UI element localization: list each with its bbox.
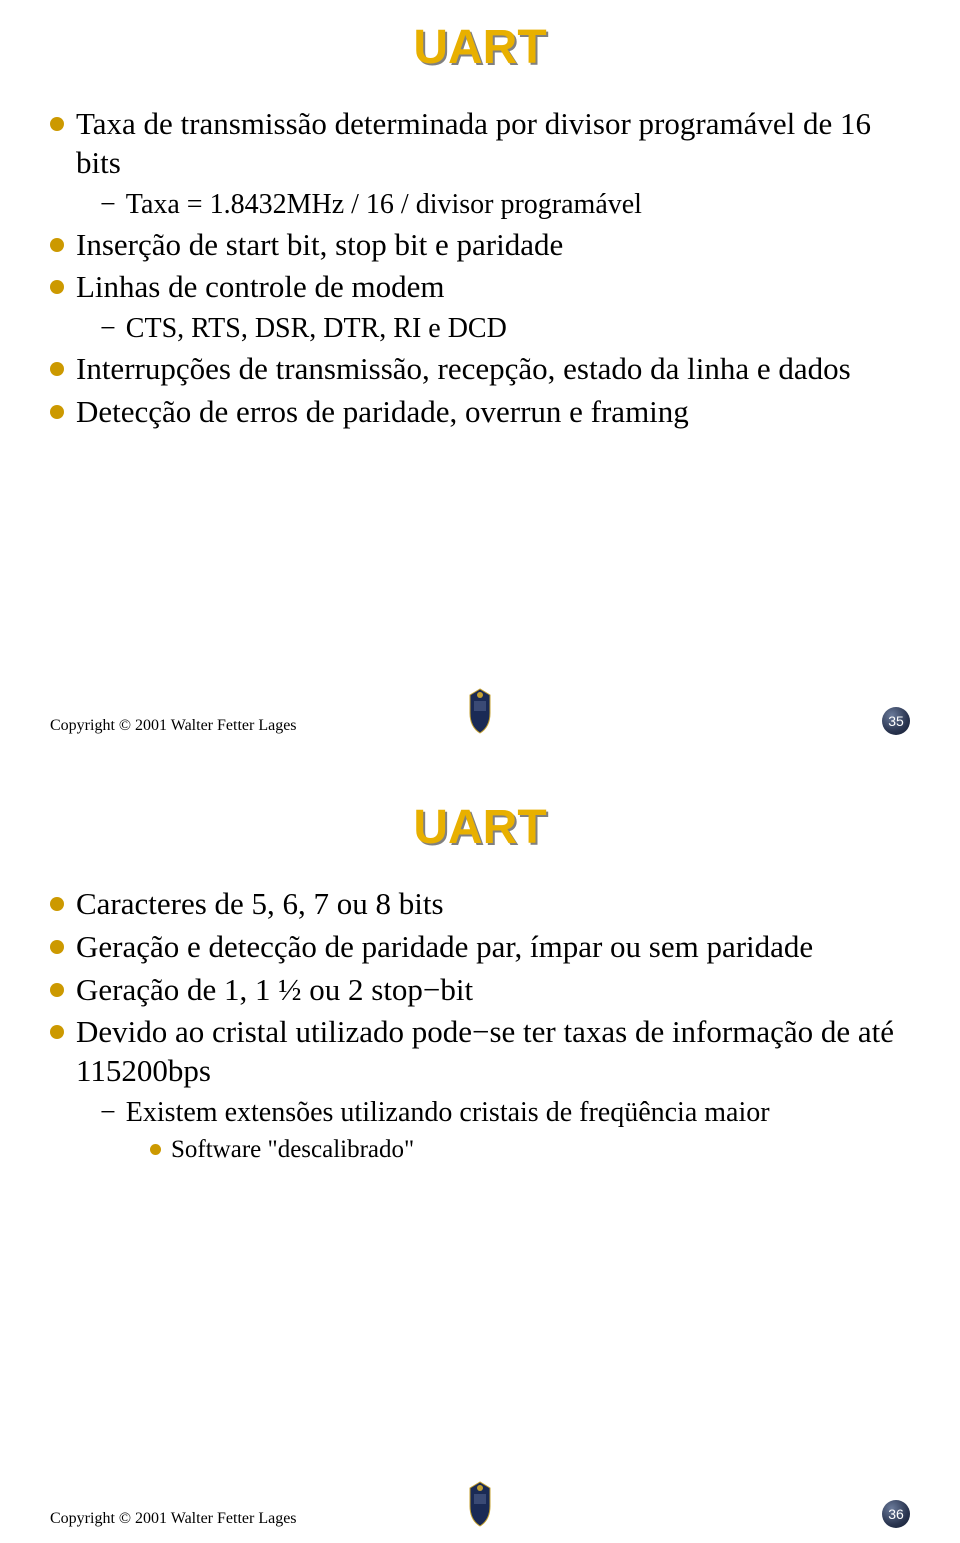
bullet-icon [50,280,64,294]
page-number: 35 [882,707,910,735]
dash-icon: − [100,187,116,222]
bullet-text: Software "descalibrado" [171,1134,910,1165]
bullet-text: Inserção de start bit, stop bit e parida… [76,226,910,265]
slide-content: Caracteres de 5, 6, 7 ou 8 bits Geração … [50,885,910,1165]
bullet-icon [50,983,64,997]
slide-title: UART UART [50,800,910,855]
bullet-text: Taxa = 1.8432MHz / 16 / divisor programá… [126,187,910,222]
slide-footer: Copyright © 2001 Walter Fetter Lages 35 [50,707,910,735]
list-item: Geração e detecção de paridade par, ímpa… [50,928,910,967]
crest-icon [460,687,500,735]
bullet-icon [150,1144,161,1155]
bullet-icon [50,1025,64,1039]
list-item: Devido ao cristal utilizado pode−se ter … [50,1013,910,1091]
bullet-icon [50,940,64,954]
list-item: Geração de 1, 1 ½ ou 2 stop−bit [50,971,910,1010]
list-item: −CTS, RTS, DSR, DTR, RI e DCD [100,311,910,346]
bullet-text: Linhas de controle de modem [76,268,910,307]
bullet-text: Geração de 1, 1 ½ ou 2 stop−bit [76,971,910,1010]
bullet-text: CTS, RTS, DSR, DTR, RI e DCD [126,311,910,346]
slide-footer: Copyright © 2001 Walter Fetter Lages 36 [50,1500,910,1528]
list-item: Software "descalibrado" [150,1134,910,1165]
bullet-text: Taxa de transmissão determinada por divi… [76,105,910,183]
list-item: Taxa de transmissão determinada por divi… [50,105,910,183]
bullet-text: Interrupções de transmissão, recepção, e… [76,350,910,389]
slide-content: Taxa de transmissão determinada por divi… [50,105,910,432]
title-text: UART [413,801,546,854]
slide-title: UART UART [50,20,910,75]
list-item: Inserção de start bit, stop bit e parida… [50,226,910,265]
list-item: Caracteres de 5, 6, 7 ou 8 bits [50,885,910,924]
bullet-icon [50,117,64,131]
dash-icon: − [100,1095,116,1130]
list-item: −Taxa = 1.8432MHz / 16 / divisor program… [100,187,910,222]
title-text: UART [413,21,546,74]
list-item: Detecção de erros de paridade, overrun e… [50,393,910,432]
bullet-text: Caracteres de 5, 6, 7 ou 8 bits [76,885,910,924]
bullet-icon [50,362,64,376]
page-badge: 35 [882,707,910,735]
bullet-text: Detecção de erros de paridade, overrun e… [76,393,910,432]
bullet-text: Devido ao cristal utilizado pode−se ter … [76,1013,910,1091]
bullet-text: Existem extensões utilizando cristais de… [126,1095,910,1130]
list-item: Interrupções de transmissão, recepção, e… [50,350,910,389]
crest-icon [460,1480,500,1528]
copyright-text: Copyright © 2001 Walter Fetter Lages [50,717,297,735]
list-item: −Existem extensões utilizando cristais d… [100,1095,910,1130]
dash-icon: − [100,311,116,346]
bullet-text: Geração e detecção de paridade par, ímpa… [76,928,910,967]
page-number: 36 [882,1500,910,1528]
page-badge: 36 [882,1500,910,1528]
list-item: Linhas de controle de modem [50,268,910,307]
bullet-icon [50,405,64,419]
bullet-icon [50,897,64,911]
copyright-text: Copyright © 2001 Walter Fetter Lages [50,1510,297,1528]
bullet-icon [50,238,64,252]
slide-35: UART UART Taxa de transmissão determinad… [0,0,960,750]
slide-36: UART UART Caracteres de 5, 6, 7 ou 8 bit… [0,750,960,1543]
